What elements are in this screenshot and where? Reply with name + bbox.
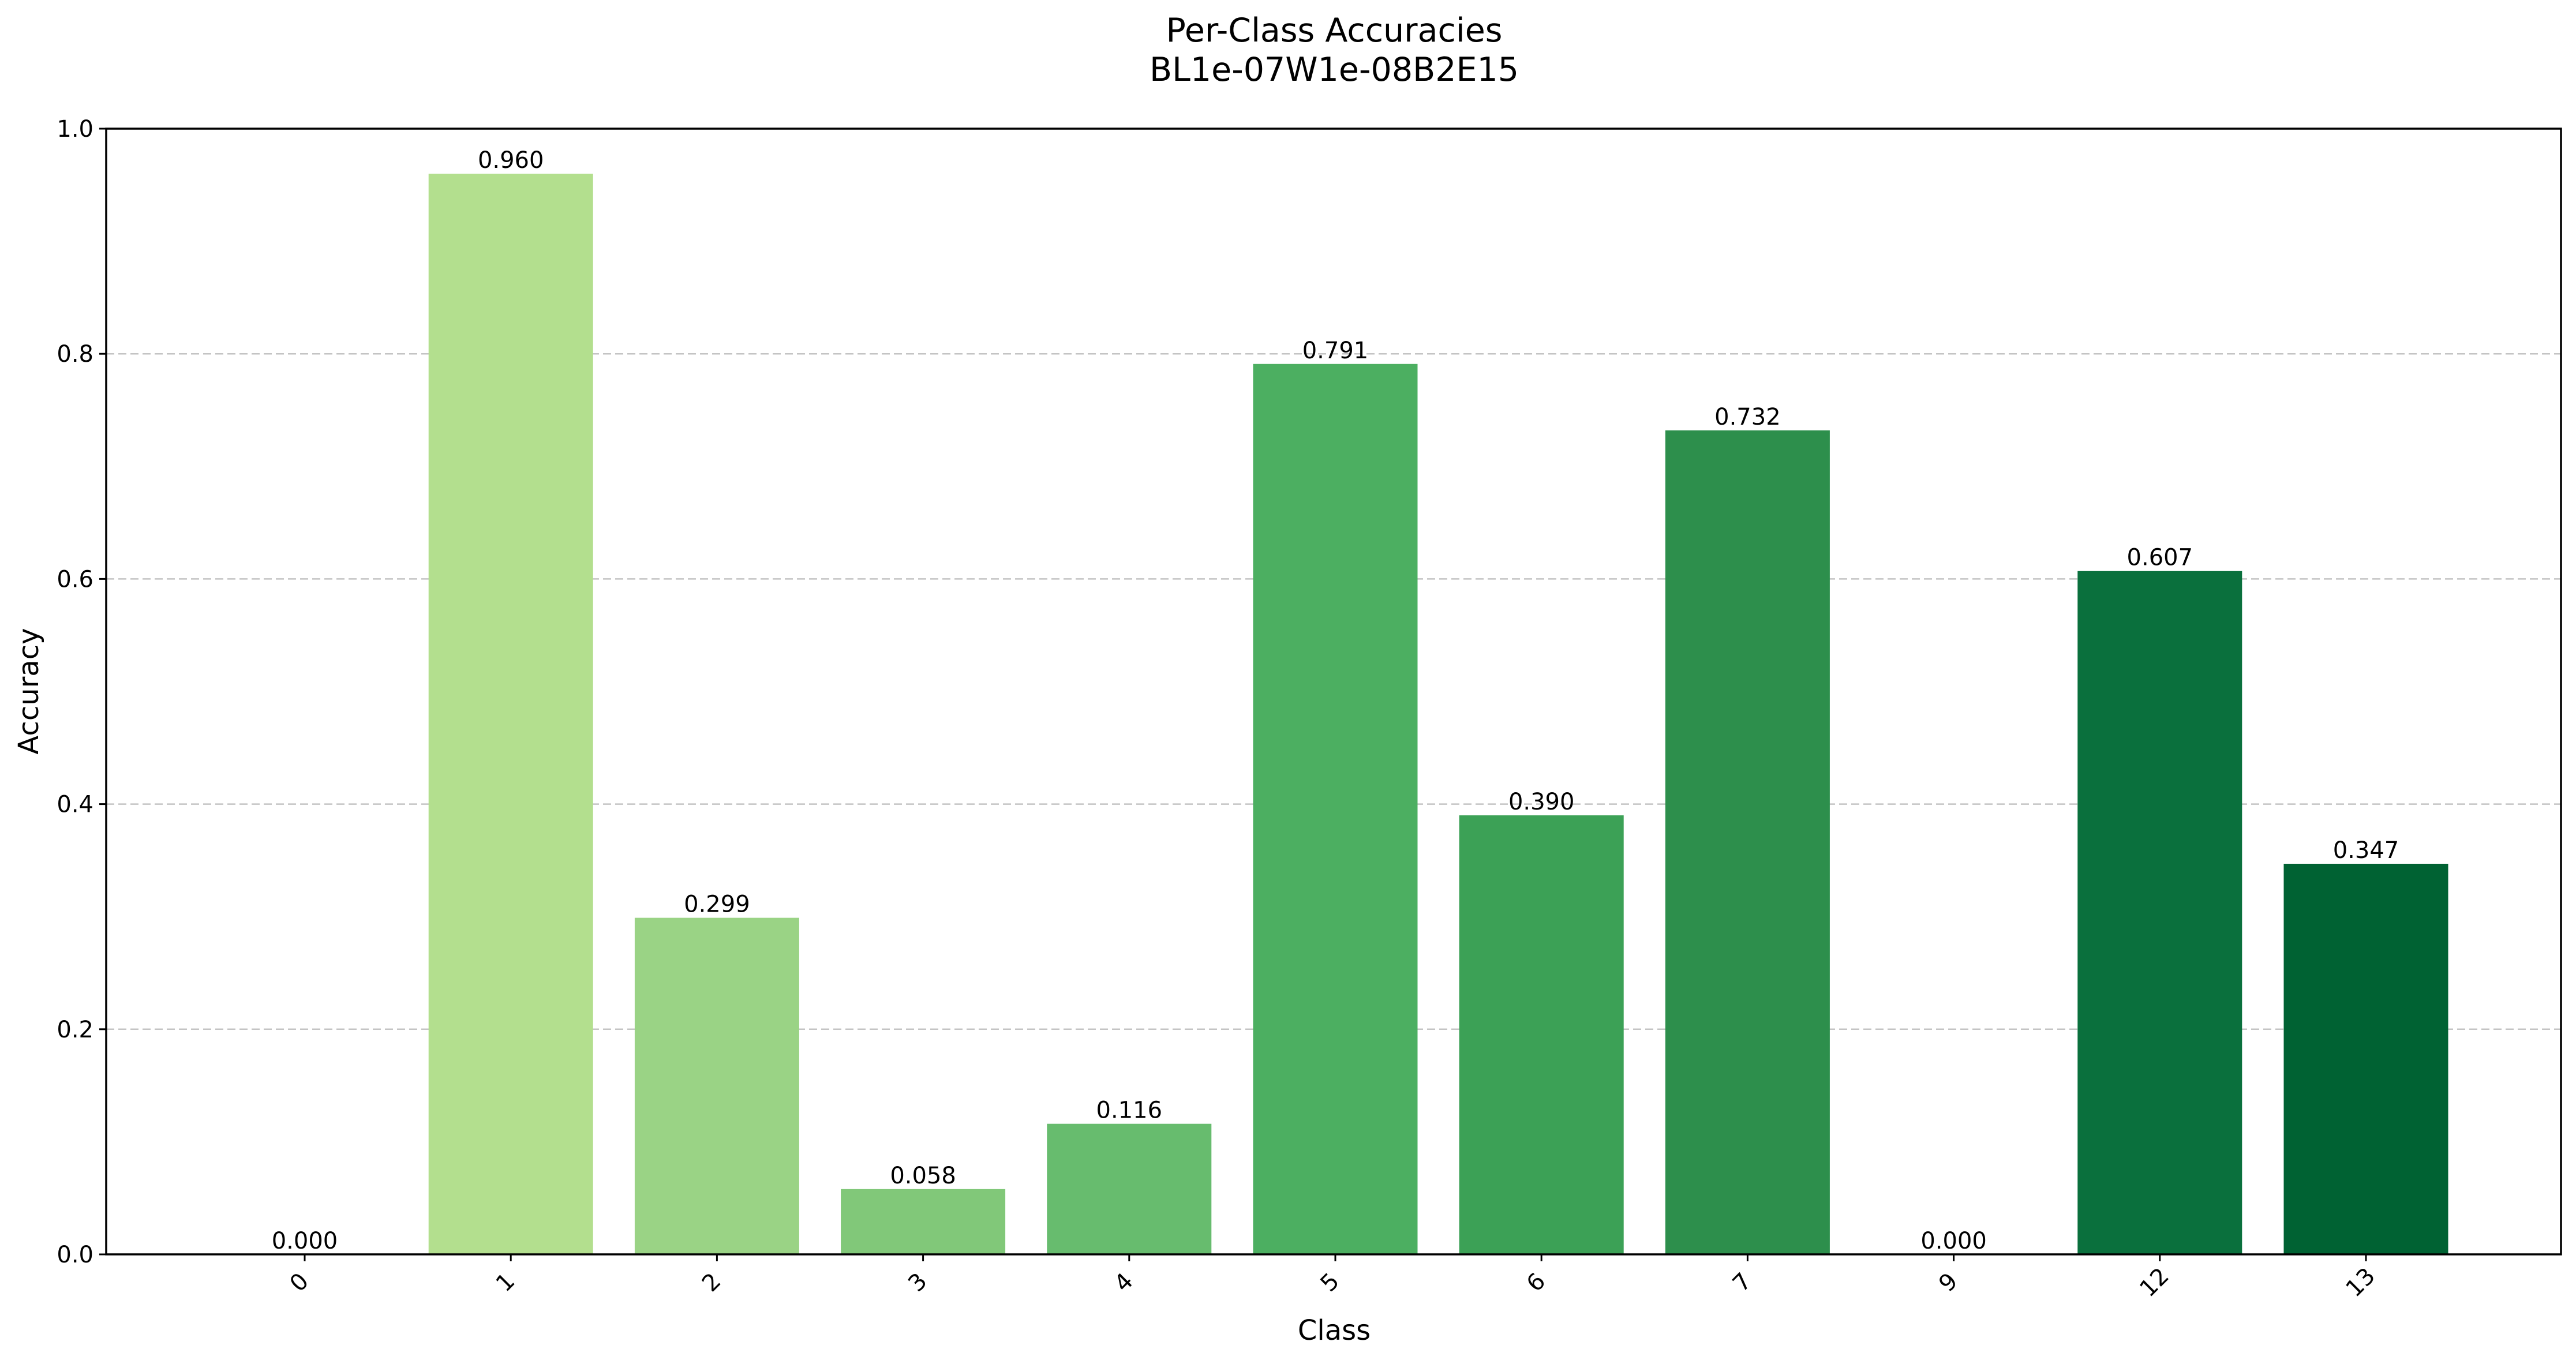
value-label-class-12: 0.607 [2127, 545, 2193, 571]
bar-class-12 [2077, 571, 2242, 1255]
x-tick-label-7: 7 [1728, 1268, 1757, 1298]
x-axis-label: Class [1298, 1314, 1371, 1347]
y-tick-label-0: 0.0 [57, 1242, 93, 1268]
bar-class-2 [634, 917, 799, 1254]
bars [428, 174, 2448, 1255]
value-label-class-1: 0.960 [478, 147, 544, 174]
value-label-class-9: 0.000 [1920, 1228, 1987, 1254]
value-label-class-3: 0.058 [890, 1163, 956, 1189]
y-tick-label-3: 0.6 [57, 566, 93, 593]
x-tick-label-4: 4 [1109, 1268, 1139, 1298]
value-label-class-4: 0.116 [1096, 1097, 1163, 1124]
value-label-class-5: 0.791 [1302, 338, 1369, 364]
x-tick-label-12: 12 [2135, 1263, 2174, 1303]
x-tick-label-5: 5 [1316, 1268, 1345, 1298]
value-label-class-13: 0.347 [2333, 837, 2399, 864]
y-tick-label-1: 0.2 [57, 1017, 93, 1043]
y-axis-label: Accuracy [13, 628, 45, 754]
x-axis-ticks: 0 1 2 3 4 5 6 7 9 12 13 [285, 1254, 2381, 1303]
x-tick-label-6: 6 [1522, 1268, 1551, 1298]
plot-frame [105, 128, 2562, 1256]
bar-class-4 [1047, 1123, 1212, 1254]
y-tick-label-5: 1.0 [57, 116, 93, 143]
bar-class-6 [1459, 815, 1624, 1254]
value-label-class-2: 0.299 [684, 891, 750, 918]
value-labels: 0.000 0.960 0.299 0.058 0.116 0.791 0.390 0.732… [272, 147, 2399, 1254]
x-tick-label-2: 2 [697, 1268, 727, 1298]
x-tick-label-9: 9 [1934, 1268, 1963, 1298]
bar-class-5 [1253, 364, 1418, 1254]
chart-title: Per-Class Accuracies [1166, 12, 1503, 50]
chart-subtitle: BL1e-07W1e-08B2E15 [1150, 51, 1519, 89]
bar-class-3 [841, 1189, 1006, 1254]
y-tick-label-4: 0.8 [57, 341, 93, 368]
x-tick-label-1: 1 [491, 1268, 521, 1298]
x-tick-label-0: 0 [285, 1268, 314, 1298]
x-tick-label-3: 3 [903, 1268, 933, 1298]
x-tick-label-13: 13 [2341, 1263, 2381, 1303]
value-label-class-6: 0.390 [1508, 789, 1575, 815]
bar-class-7 [1665, 430, 1830, 1255]
y-tick-label-2: 0.4 [57, 792, 93, 818]
bar-class-1 [428, 174, 593, 1254]
y-axis-ticks: 0.0 0.2 0.4 0.6 0.8 1.0 [57, 116, 106, 1268]
value-label-class-0: 0.000 [272, 1228, 338, 1254]
value-label-class-7: 0.732 [1714, 404, 1781, 430]
bar-class-13 [2283, 864, 2448, 1254]
